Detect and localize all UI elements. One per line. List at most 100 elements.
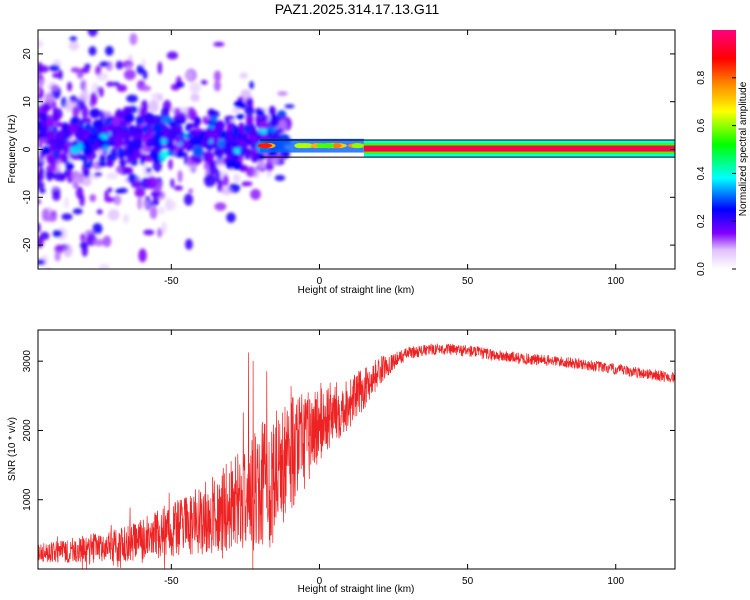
spectrogram-blob: [38, 181, 45, 189]
spectrogram-blob: [135, 127, 142, 133]
spectrogram-blob: [90, 126, 97, 135]
snr-ytick-label: 1000: [22, 488, 33, 511]
spectrogram-blob: [123, 69, 136, 81]
spectrogram-blob: [38, 142, 43, 149]
spectrogram-blob: [271, 158, 279, 165]
spectrogram-transition-blob: [257, 143, 272, 149]
colorbar-tick-label: 0.8: [696, 70, 707, 84]
spectrogram-blob: [82, 78, 87, 90]
spectrogram-blob: [122, 166, 134, 175]
spectrogram-blob: [122, 106, 133, 114]
spectrogram-blob: [38, 61, 43, 74]
spectrogram-blob: [252, 168, 260, 178]
spectrogram-blob: [50, 84, 59, 91]
spectrogram-blob: [39, 112, 48, 118]
spectrogram-blob: [109, 147, 118, 162]
spectrogram-blob: [277, 91, 288, 96]
spectrogram-blob: [51, 158, 56, 166]
spectrogram-blob: [190, 93, 200, 102]
snr-ytick-label: 3000: [22, 350, 33, 373]
spectrogram-blob: [60, 152, 65, 164]
spectrogram-xlabel: Height of straight line (km): [298, 285, 415, 296]
spectrogram-blob: [64, 100, 72, 113]
spectrogram-blob: [51, 185, 60, 191]
spectrogram-blob: [72, 106, 79, 118]
spectrogram-blob: [284, 104, 295, 109]
spectrogram-blob: [107, 209, 120, 221]
spectrogram-blob: [117, 187, 128, 194]
spectrogram-axes: -50 0 50 100 -20 -10 0 10 20: [22, 30, 675, 287]
spectrogram-image: [38, 13, 675, 328]
spectrogram-blob: [222, 174, 229, 187]
spectrogram-blob: [39, 187, 46, 194]
spectrogram-blob: [57, 165, 62, 171]
spectrogram-blob: [202, 116, 208, 125]
spectrogram-blob: [53, 172, 66, 182]
spectrogram-blob: [65, 162, 74, 171]
spectrogram-blob: [243, 124, 251, 133]
spectrogram-blob: [38, 222, 41, 234]
colorbar-gradient: [712, 30, 736, 269]
snr-xtick-label: -50: [164, 576, 179, 587]
spectrogram-ytick-label: 10: [22, 96, 33, 108]
spectrogram-blob: [152, 159, 162, 173]
spectrogram-blob: [45, 154, 55, 162]
spectrogram-blob: [71, 13, 80, 22]
spectrogram-blob: [60, 316, 69, 328]
spectrogram-blob: [210, 109, 216, 117]
spectrogram-blob: [102, 126, 112, 133]
spectrogram-blob: [221, 187, 233, 195]
spectrogram-blob: [165, 141, 170, 148]
spectrogram-blob: [175, 150, 185, 158]
spectrogram-blob: [38, 40, 44, 48]
spectrogram-blob: [185, 238, 193, 250]
spectrogram-blob: [258, 128, 268, 135]
spectrogram-blob: [141, 283, 146, 288]
spectrogram-blob: [125, 136, 130, 143]
spectrogram-ytick-label: -20: [22, 237, 33, 252]
spectrogram-blob: [76, 142, 84, 152]
spectrogram-blob: [38, 87, 45, 99]
spectrogram-blob: [269, 119, 279, 128]
spectrogram-blob: [86, 117, 92, 125]
spectrogram-blob: [213, 149, 222, 156]
spectrogram-blob: [169, 121, 176, 128]
spectrogram-blob: [82, 169, 91, 178]
spectrogram-blob: [114, 136, 124, 147]
spectrogram-blob: [55, 122, 64, 127]
spectrogram-blob: [100, 110, 105, 124]
spectrogram-blob: [234, 128, 240, 139]
spectrogram-blob: [150, 148, 161, 153]
spectrogram-xtick-label: 50: [462, 276, 474, 287]
spectrogram-blob: [80, 233, 86, 242]
spectrogram-blob: [231, 161, 242, 170]
spectrogram-blob: [111, 116, 121, 127]
spectrogram-blob: [213, 41, 225, 47]
spectrogram-blob: [244, 148, 253, 157]
snr-xtick-label: 0: [317, 576, 323, 587]
spectrogram-blob: [52, 191, 61, 201]
spectrogram-blob: [87, 137, 98, 143]
spectrogram-blob: [96, 209, 103, 215]
spectrogram-blob: [274, 174, 286, 182]
spectrogram-blob: [284, 152, 290, 157]
spectrogram-blob: [89, 194, 97, 202]
spectrogram-blob: [210, 115, 218, 123]
chart-title: PAZ1.2025.314.17.13.G11: [275, 1, 440, 17]
spectrogram-blob: [143, 112, 155, 124]
spectrogram-transition-blob: [294, 143, 306, 149]
spectrogram-blob: [106, 81, 114, 87]
spectrogram-blob: [54, 297, 61, 309]
spectrogram-blob: [134, 187, 146, 198]
spectrogram-blob: [104, 196, 116, 203]
spectrogram-blob: [88, 158, 93, 166]
snr-axes: -50 0 50 100 1000 2000 3000: [22, 330, 675, 587]
spectrogram-blob: [147, 132, 153, 140]
spectrogram-blob: [89, 108, 101, 119]
spectrogram-blob: [203, 173, 216, 188]
spectrogram-blob: [92, 223, 103, 235]
spectrogram-blob: [191, 138, 203, 146]
spectrogram-transition-blob: [351, 143, 364, 149]
spectrogram-blob: [77, 154, 87, 161]
